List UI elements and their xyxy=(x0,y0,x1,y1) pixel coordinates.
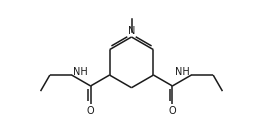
Text: N: N xyxy=(128,26,135,36)
Text: O: O xyxy=(169,106,176,116)
Text: NH: NH xyxy=(175,67,190,77)
Text: O: O xyxy=(87,106,94,116)
Text: NH: NH xyxy=(73,67,88,77)
